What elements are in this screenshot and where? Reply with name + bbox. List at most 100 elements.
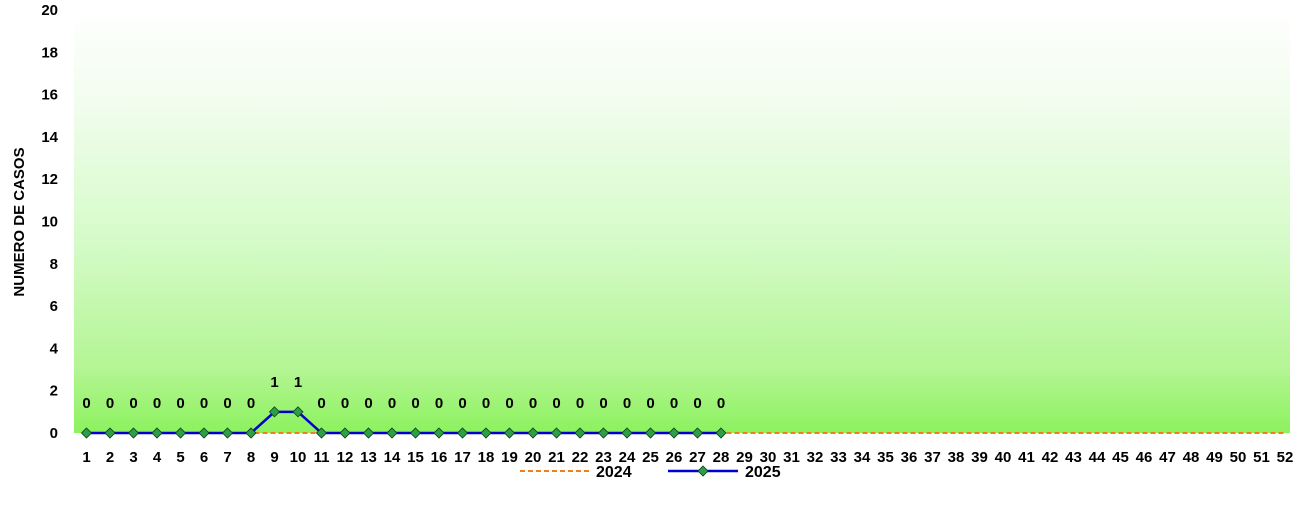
data-label-2025: 0 (717, 395, 725, 412)
x-tick-label: 44 (1089, 449, 1106, 466)
x-tick-label: 3 (129, 449, 137, 466)
data-point-2025 (268, 406, 281, 418)
x-tick-label: 14 (384, 449, 401, 466)
data-label-2025: 0 (529, 395, 537, 412)
x-tick-label: 23 (595, 449, 612, 466)
y-tick-label: 16 (41, 87, 58, 104)
series-layer (80, 406, 1285, 439)
x-tick-label: 2 (106, 449, 114, 466)
data-point-2025 (480, 427, 492, 439)
x-tick-label: 50 (1230, 449, 1247, 466)
x-tick-label: 18 (478, 449, 495, 466)
x-tick-label: 42 (1042, 449, 1059, 466)
legend-marker-2025 (697, 465, 709, 477)
y-tick-label: 8 (50, 256, 58, 273)
data-label-2025: 0 (458, 395, 466, 412)
data-label-2025: 0 (247, 395, 255, 412)
y-tick-label: 12 (41, 171, 58, 188)
data-label-2025: 0 (552, 395, 560, 412)
x-tick-label: 49 (1206, 449, 1223, 466)
x-tick-label: 38 (948, 449, 965, 466)
data-point-2025 (174, 427, 187, 439)
x-tick-label: 10 (290, 449, 307, 466)
x-tick-label: 16 (431, 449, 448, 466)
y-tick-label: 0 (50, 425, 58, 442)
x-tick-label: 21 (548, 449, 565, 466)
x-tick-label: 28 (713, 449, 730, 466)
data-label-2025: 0 (693, 395, 701, 412)
x-tick-label: 15 (407, 449, 424, 466)
legend-label-2025: 2025 (745, 464, 781, 481)
x-tick-label: 11 (314, 449, 330, 466)
data-label-2025: 0 (388, 395, 396, 412)
series-line-2025 (86, 410, 721, 435)
data-point-2025 (644, 427, 657, 439)
x-tick-label: 37 (924, 449, 941, 466)
x-tick-label: 29 (736, 449, 753, 466)
data-point-2025 (503, 427, 516, 439)
x-tick-label: 48 (1183, 449, 1200, 466)
data-point-2025 (292, 406, 304, 418)
y-tick-label: 14 (41, 129, 58, 146)
data-label-2025: 0 (482, 395, 490, 412)
x-tick-label: 36 (901, 449, 918, 466)
data-label-2025: 1 (294, 374, 302, 391)
x-axis-ticks: 1 2 3 4 5 6 7 8 9 10 11 12 13 14 15 16 17 18 19 20 21 22 23 24 2… (82, 449, 1293, 466)
data-point-2025 (362, 427, 375, 439)
data-label-2025: 1 (270, 374, 278, 391)
data-label-2025: 0 (129, 395, 137, 412)
data-point-2025 (691, 427, 704, 439)
x-tick-label: 19 (501, 449, 518, 466)
data-point-2025 (339, 427, 351, 439)
y-tick-label: 20 (41, 2, 58, 19)
data-label-2025: 0 (364, 395, 372, 412)
data-label-2025: 0 (82, 395, 90, 412)
data-label-2025: 0 (576, 395, 584, 412)
data-point-2025 (527, 427, 539, 439)
data-label-2025: 0 (623, 395, 631, 412)
data-label-2025: 0 (341, 395, 349, 412)
x-tick-label: 8 (247, 449, 255, 466)
x-tick-label: 35 (877, 449, 894, 466)
y-tick-label: 10 (41, 214, 58, 231)
x-tick-label: 40 (995, 449, 1012, 466)
x-tick-label: 33 (830, 449, 847, 466)
x-tick-label: 5 (176, 449, 184, 466)
x-tick-label: 41 (1018, 449, 1035, 466)
data-point-2025 (456, 427, 469, 439)
x-tick-label: 45 (1112, 449, 1129, 466)
x-tick-label: 12 (337, 449, 354, 466)
x-tick-label: 30 (760, 449, 777, 466)
data-labels: 0 0 0 0 0 0 0 01 10 0 0 0 0 0 0 0 0 0 0 0 0 0 0 0 0 0 (82, 374, 725, 412)
data-point-2025 (621, 427, 633, 439)
data-point-2025 (198, 427, 210, 439)
x-tick-label: 13 (360, 449, 377, 466)
x-tick-label: 27 (689, 449, 706, 466)
x-tick-label: 25 (642, 449, 659, 466)
x-tick-label: 4 (153, 449, 162, 466)
data-point-2025 (221, 427, 234, 439)
data-point-2025 (386, 427, 398, 439)
x-tick-label: 7 (223, 449, 231, 466)
data-label-2025: 0 (411, 395, 419, 412)
data-label-2025: 0 (176, 395, 184, 412)
data-point-2025 (104, 427, 116, 439)
data-point-2025 (597, 427, 610, 439)
data-point-2025 (127, 427, 140, 439)
y-tick-label: 4 (50, 340, 59, 357)
y-axis-label: NUMERO DE CASOS (11, 147, 28, 296)
x-tick-label: 22 (572, 449, 589, 466)
data-point-2025 (715, 427, 727, 439)
data-point-2025 (574, 427, 586, 439)
x-tick-label: 17 (454, 449, 471, 466)
x-tick-label: 31 (783, 449, 800, 466)
x-tick-label: 47 (1159, 449, 1176, 466)
data-point-2025 (550, 427, 563, 439)
plot-area (74, 10, 1290, 433)
data-label-2025: 0 (435, 395, 443, 412)
data-label-2025: 0 (646, 395, 654, 412)
x-tick-label: 43 (1065, 449, 1082, 466)
y-tick-label: 6 (50, 298, 58, 315)
x-tick-label: 9 (270, 449, 278, 466)
